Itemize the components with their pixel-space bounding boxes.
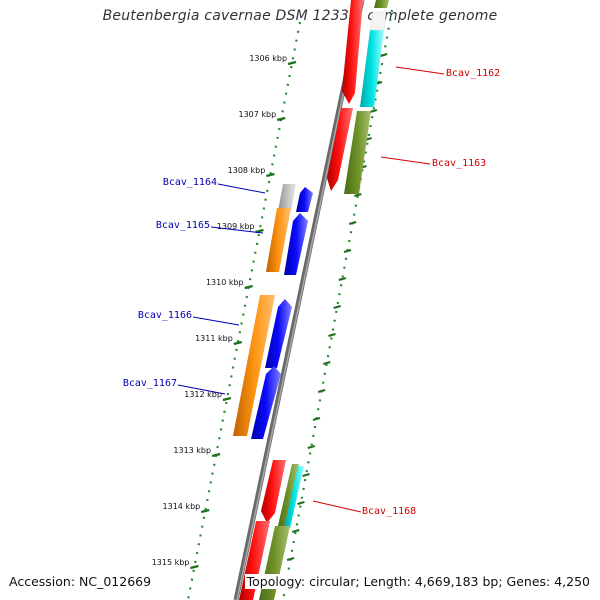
inner-ruler-tick [343,248,352,254]
gene-bcav-1167-blue[interactable] [251,366,281,439]
genome-title: Beutenbergia cavernae DSM 12333, complet… [102,8,498,24]
ruler-tick [222,396,232,402]
gene-label-bcav-1163[interactable]: Bcav_1163 [432,158,486,169]
inner-ruler-tick [317,388,326,394]
ruler-tick [266,172,275,178]
inner-ruler-tick [286,556,295,562]
gene-label-bcav-1168[interactable]: Bcav_1168 [362,506,416,517]
gene-bcav-1162-red[interactable] [342,0,363,104]
inner-ruler-tick [379,52,388,58]
gene-glyphs [233,0,389,600]
ruler-tick [276,116,286,122]
inner-ruler-tick [328,332,336,338]
inner-ruler-tick [354,192,362,198]
gene-label-bcav-1167[interactable]: Bcav_1167 [123,378,177,389]
tick-label: 1306 kbp [249,54,287,63]
gene-bcav-1165-blue[interactable] [284,213,308,275]
ruler-tick [287,60,297,66]
ruler-tick [255,228,264,234]
gene-bcav-1166-orange[interactable] [233,295,275,436]
gene-bcav-1162-white-box [369,11,387,31]
tick-label: 1307 kbp [239,110,277,119]
gene-label-bcav-1165[interactable]: Bcav_1165 [156,220,210,231]
gene-bcav-1163-olive[interactable] [344,111,371,194]
gene-bcav-1164-blue[interactable] [296,187,313,212]
gene-bcav-1162-cyan[interactable] [360,30,384,107]
gene-labels: Bcav_1162 Bcav_1163 Bcav_1164 Bcav_1165 Bcav… [123,68,500,517]
ruler-tick [233,340,243,346]
ruler-ticks: 1306 kbp 1307 kbp 1308 kbp 1309 kbp 1310 kbp… [152,52,388,590]
inner-ruler-tick [291,528,300,534]
tick-label: 1309 kbp [217,222,255,231]
inner-ruler-tick [322,360,331,366]
gene-bcav-1168-cyan[interactable] [284,466,304,528]
tick-label: 1312 kbp [184,390,222,399]
gene-label-bcav-1164[interactable]: Bcav_1164 [163,177,217,188]
ruler-tick [200,508,210,514]
genome-backbone [233,0,365,600]
tick-label: 1308 kbp [228,166,266,175]
topology-text: Topology: circular; Length: 4,669,183 bp… [244,574,590,589]
gene-label-bcav-1166[interactable]: Bcav_1166 [138,310,192,321]
gene-bcav-1162-olive[interactable] [374,0,389,8]
gene-bcav-1164-gray[interactable] [278,184,296,211]
gene-leader-lines [177,66,445,513]
accession-text: Accession: NC_012669 [9,574,152,589]
tick-label: 1311 kbp [195,334,233,343]
gene-bcav-1163-red[interactable] [327,108,353,191]
inner-ruler-tick [333,304,341,310]
gene-bcav-1166-blue[interactable] [265,299,292,368]
ruler-tick [190,564,199,570]
gene-bcav-1168-olive[interactable] [277,464,299,530]
inner-ruler-line [281,9,394,600]
inner-ruler-tick [348,220,357,226]
tick-label: 1314 kbp [163,502,201,511]
inner-ruler-tick [297,500,305,506]
gene-label-bcav-1162[interactable]: Bcav_1162 [446,68,500,79]
inner-ruler-tick [338,276,347,282]
inner-ruler-tick [312,416,321,422]
gene-bcav-1165-orange[interactable] [266,208,291,272]
tick-label: 1313 kbp [173,446,211,455]
inner-ruler-tick [369,108,378,114]
inner-ruler-tick [307,444,316,450]
gene-bcav-1168-red[interactable] [261,460,286,523]
tick-label: 1310 kbp [206,278,244,287]
inner-ruler-tick [302,472,310,478]
tick-label: 1315 kbp [152,558,190,567]
ruler-tick [244,284,253,290]
ruler-tick [211,452,221,458]
